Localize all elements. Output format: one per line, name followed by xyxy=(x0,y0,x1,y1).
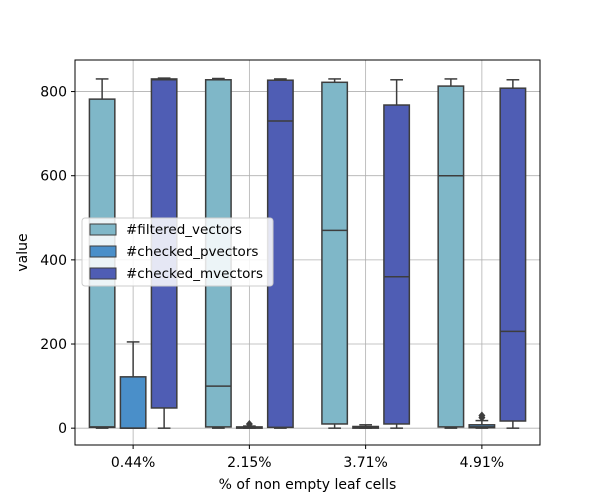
legend-label: #filtered_vectors xyxy=(126,222,242,238)
y-axis: 0 200 400 600 800 xyxy=(40,85,75,437)
box-1-1 xyxy=(235,419,263,429)
x-tick-label: 2.15% xyxy=(227,455,271,471)
box-body xyxy=(119,376,147,429)
legend-box xyxy=(81,217,274,287)
legend: #filtered_vectors #checked_pvectors #check… xyxy=(81,217,274,287)
legend-swatch xyxy=(89,245,117,258)
legend-label: #checked_pvectors xyxy=(126,244,258,260)
x-axis-label: % of non empty leaf cells xyxy=(219,477,397,493)
legend-swatch xyxy=(89,267,117,280)
box-body xyxy=(321,81,349,425)
box-body xyxy=(499,87,527,422)
x-tick-label: 4.91% xyxy=(460,455,504,471)
box-1-0 xyxy=(119,341,147,429)
x-axis: 0.44% 2.15% 3.71% 4.91% xyxy=(111,445,504,471)
box-0-2 xyxy=(321,78,349,429)
legend-label: #checked_mvectors xyxy=(126,266,263,282)
box-0-3 xyxy=(437,78,465,429)
y-tick-label: 0 xyxy=(58,421,67,437)
y-tick-label: 200 xyxy=(40,337,67,353)
outlier-point xyxy=(245,419,253,428)
box-1-3 xyxy=(468,411,496,429)
legend-swatch xyxy=(89,223,117,236)
box-2-2 xyxy=(383,79,411,429)
box-1-2 xyxy=(352,424,380,429)
y-axis-label: value xyxy=(15,233,31,271)
box-body xyxy=(383,104,411,425)
x-tick-label: 3.71% xyxy=(343,455,387,471)
box-body xyxy=(437,85,465,428)
y-tick-label: 600 xyxy=(40,169,67,185)
box-2-3 xyxy=(499,79,527,429)
outlier-point xyxy=(478,411,486,420)
y-tick-label: 400 xyxy=(40,253,67,269)
x-tick-label: 0.44% xyxy=(111,455,155,471)
y-tick-label: 800 xyxy=(40,85,67,101)
plot-frame xyxy=(74,59,541,446)
